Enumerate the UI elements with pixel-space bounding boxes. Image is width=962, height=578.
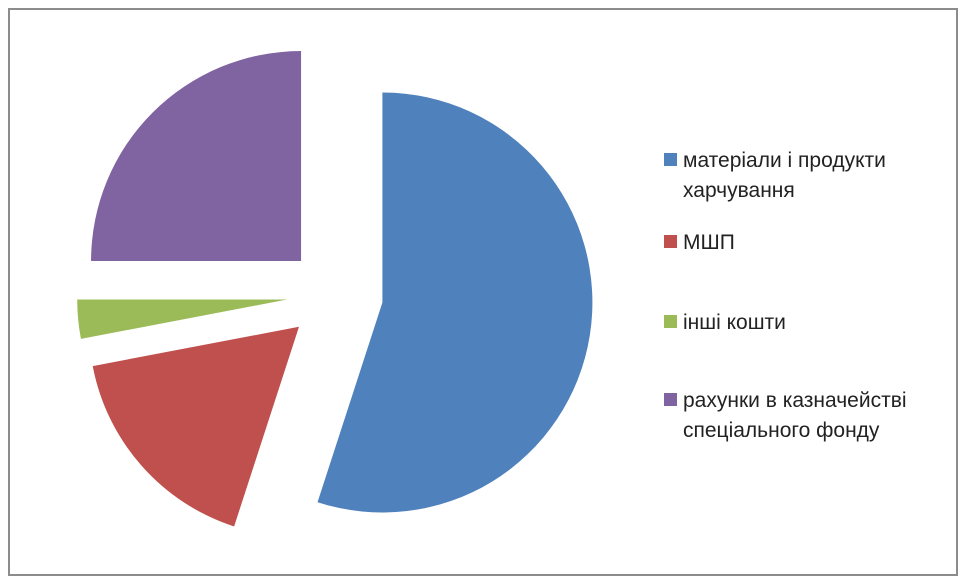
pie-slice-mshp <box>92 326 299 527</box>
legend-item-materials: матеріали і продукти харчування <box>664 146 886 206</box>
legend-item-other-funds: інші кошти <box>664 308 786 338</box>
legend-swatch-materials <box>664 153 677 166</box>
legend-label-mshp: МШП <box>683 231 735 254</box>
pie-slice-treasury-accounts <box>91 51 302 262</box>
legend-item-treasury-accounts: рахунки в казначействі спеціального фонд… <box>664 386 907 446</box>
legend-swatch-treasury-accounts <box>664 393 677 406</box>
legend-label-treasury-accounts: рахунки в казначействі спеціального фонд… <box>683 389 907 442</box>
legend-item-mshp: МШП <box>664 228 735 258</box>
legend-label-other-funds: інші кошти <box>683 311 786 334</box>
legend-label-materials: матеріали і продукти харчування <box>683 149 886 202</box>
legend-swatch-mshp <box>664 235 677 248</box>
pie-slice-materials <box>317 92 593 513</box>
legend-swatch-other-funds <box>664 315 677 328</box>
pie-slice-other-funds <box>77 299 288 339</box>
